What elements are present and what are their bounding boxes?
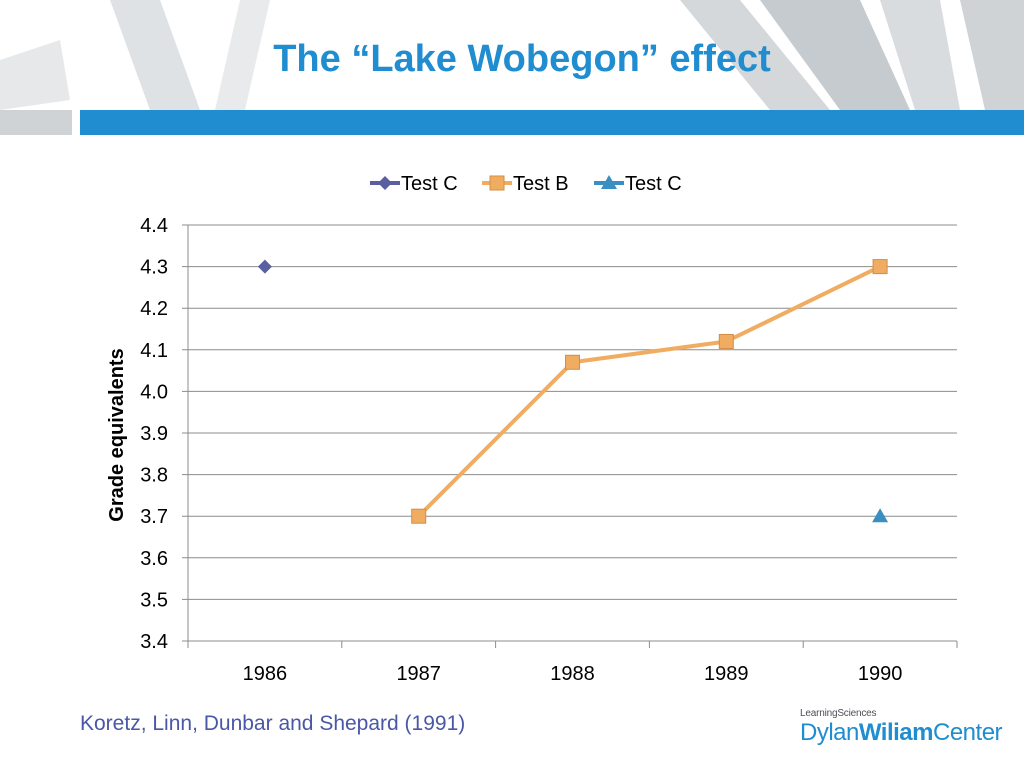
series-3: [872, 508, 889, 523]
y-tick-label: 4.4: [140, 215, 168, 237]
data-point: [257, 259, 272, 274]
y-tick-label: 3.9: [140, 423, 168, 445]
logo-part-3: Center: [933, 719, 1003, 746]
y-tick-label: 4.3: [140, 257, 168, 279]
data-point: [565, 354, 580, 370]
logo-wordmark: DylanWiliamCenter: [800, 719, 1003, 747]
logo-subtitle: LearningSciences: [800, 708, 877, 719]
data-point: [872, 259, 888, 275]
logo: LearningSciences DylanWiliamCenter: [800, 708, 1010, 752]
data-point: [872, 508, 889, 523]
y-tick-label: 3.4: [140, 631, 168, 653]
slide-title: The “Lake Wobegon” effect: [273, 38, 771, 80]
chart-series: [257, 259, 889, 524]
legend-item: Test B: [482, 173, 569, 195]
x-tick-label: 1988: [550, 663, 595, 685]
title-bar: [80, 110, 1024, 135]
y-tick-label: 3.7: [140, 506, 168, 528]
header-decoration: [0, 0, 1024, 110]
y-tick-label: 4.0: [140, 381, 168, 403]
legend-marker: [378, 176, 392, 190]
chart-legend: Test C Test B Test C: [370, 173, 682, 195]
data-point: [718, 333, 734, 349]
x-tick-label: 1989: [704, 663, 749, 685]
legend-label: Test C: [401, 173, 458, 195]
series-1: [257, 259, 272, 274]
legend-marker: [601, 175, 617, 189]
decorative-arc: [960, 0, 1024, 110]
legend-marker: [489, 175, 505, 191]
legend-item: Test C: [370, 173, 458, 195]
legend-item: Test C: [594, 173, 682, 195]
y-tick-label: 3.6: [140, 548, 168, 570]
decorative-arc: [110, 0, 200, 110]
legend-label: Test C: [625, 173, 682, 195]
chart: Test C Test B Test C 3.4 3.5 3.6 3.7 3.8 3.9 4.0…: [106, 173, 958, 685]
legend-label: Test B: [513, 173, 569, 195]
decorative-arc: [0, 40, 70, 110]
y-tick-label: 3.5: [140, 589, 168, 611]
series-2: [411, 259, 888, 524]
y-axis-label: Grade equivalents: [106, 348, 128, 521]
decorative-arc: [880, 0, 960, 110]
decorative-arc: [215, 0, 270, 110]
x-tick-label: 1987: [396, 663, 441, 685]
series-line: [417, 264, 881, 518]
y-tick-label: 4.1: [140, 340, 168, 362]
decorative-arc: [760, 0, 910, 110]
logo-part-1: Dylan: [800, 719, 859, 746]
decorative-arc: [680, 0, 830, 110]
title-bar-left: [0, 110, 72, 135]
y-tick-label: 4.2: [140, 298, 168, 320]
data-point: [411, 508, 427, 524]
x-tick-label: 1986: [243, 663, 288, 685]
chart-axes: 3.4 3.5 3.6 3.7 3.8 3.9 4.0 4.1 4.2 4.3 4.4 1986 198…: [106, 215, 958, 685]
x-tick-label: 1990: [858, 663, 903, 685]
logo-part-2: Wiliam: [858, 719, 934, 746]
y-tick-label: 3.8: [140, 465, 168, 487]
source-citation: Koretz, Linn, Dunbar and Shepard (1991): [80, 712, 466, 735]
